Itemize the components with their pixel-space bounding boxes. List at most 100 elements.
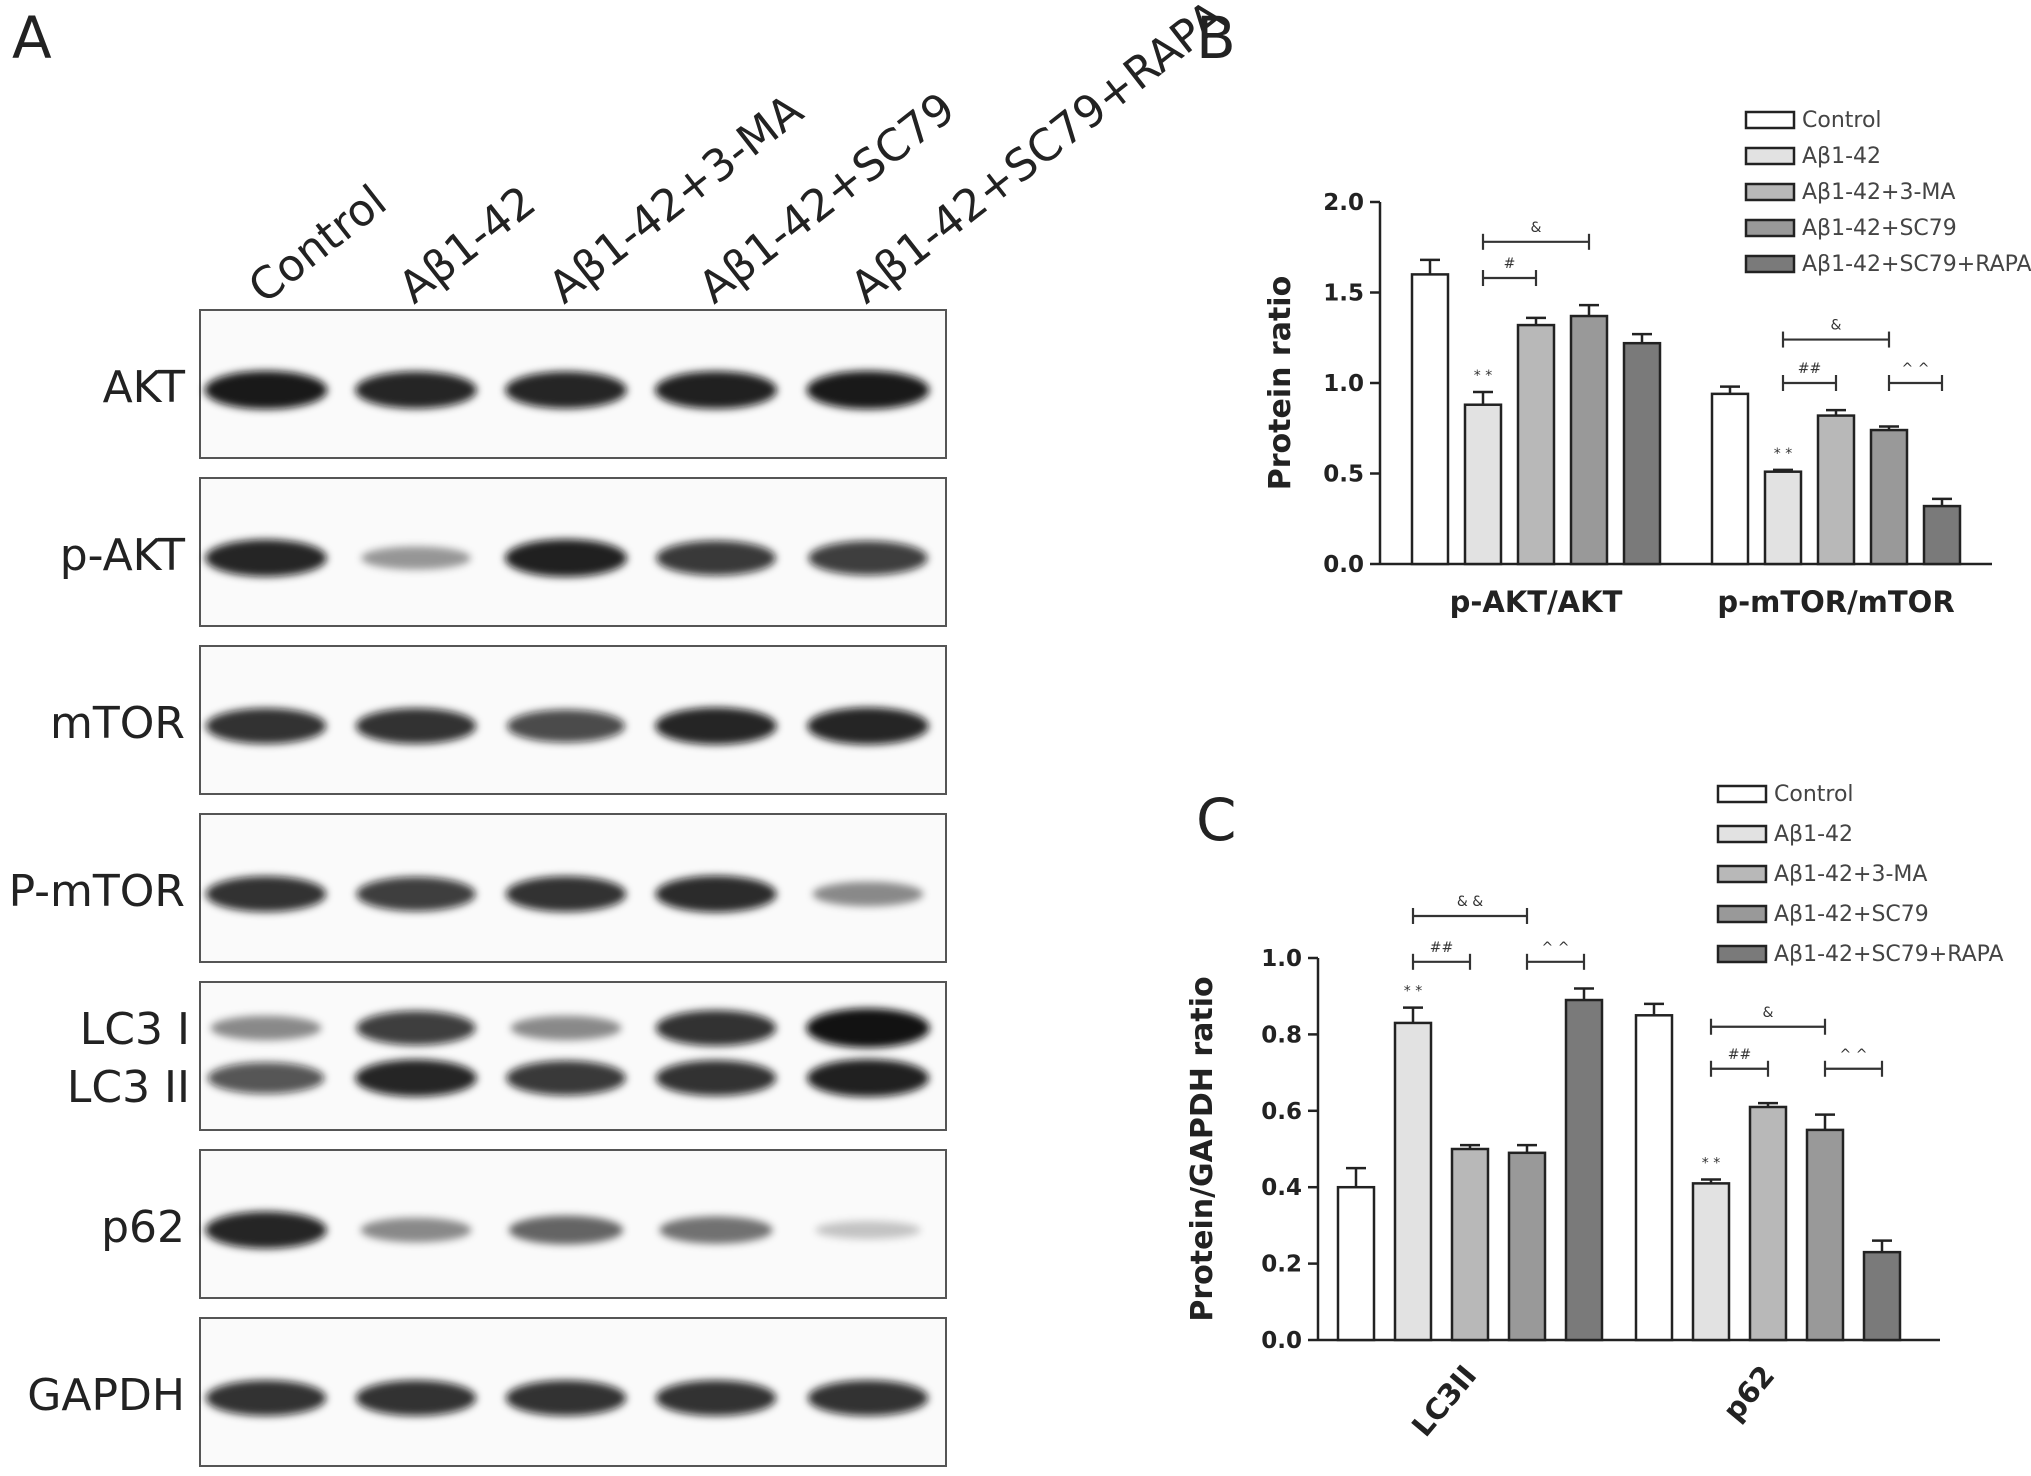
legend-swatch	[1716, 784, 1768, 804]
category-label: p62	[1716, 1359, 1781, 1428]
y-axis-label: Protein ratio	[1263, 276, 1298, 490]
blot-band	[806, 1008, 930, 1048]
bar	[1805, 1128, 1845, 1342]
blot-band	[655, 875, 777, 913]
blot-band	[812, 881, 924, 907]
legend-swatch	[1716, 864, 1768, 884]
blot-band	[355, 708, 477, 744]
blot-band	[808, 540, 928, 576]
blot-band	[505, 876, 627, 912]
blot-band	[205, 539, 327, 577]
y-tick-label: 1.0	[1261, 946, 1302, 972]
bar	[1507, 1151, 1547, 1342]
bar	[1410, 273, 1450, 566]
significance-mark: &	[1831, 318, 1842, 334]
y-tick-label: 1.5	[1323, 281, 1364, 307]
legend-entry: Control	[1774, 782, 1854, 807]
blot-band	[507, 709, 625, 743]
blot-band	[655, 1060, 777, 1096]
significance-mark: ##	[1728, 1047, 1751, 1063]
blot-box	[199, 981, 947, 1131]
legend-entry: Aβ1-42+3-MA	[1774, 862, 1927, 887]
blot-band	[655, 1010, 777, 1046]
panel-letter-a: A	[12, 4, 52, 72]
legend-swatch	[1744, 182, 1796, 202]
blot-band	[360, 1217, 472, 1243]
blot-band	[355, 1380, 477, 1416]
bar-chart-c: 0.0 0.2 0.4 0.6 0.8 1.0 Protein/GAPDH ratio LC3…	[1185, 782, 2004, 1443]
y-tick-label: 0.4	[1261, 1175, 1302, 1201]
bar-chart-b: 0.0 0.5 1.0 1.5 2.0 Protein ratio p-AKT/AKT p-m…	[1263, 108, 2031, 619]
blot-band	[655, 707, 777, 745]
significance-mark: * *	[1474, 368, 1492, 384]
blot-row-label-bottom: LC3 II	[67, 1062, 190, 1113]
blot-band	[505, 371, 627, 409]
blot-band	[505, 1380, 627, 1416]
legend-entry: Aβ1-42	[1802, 144, 1881, 169]
blot-band	[356, 876, 476, 912]
blot-band	[504, 539, 628, 577]
y-tick-label: 2.0	[1323, 190, 1364, 216]
blot-band	[355, 1059, 477, 1097]
significance-mark: ^ ^	[1542, 940, 1570, 956]
blot-band	[506, 1060, 626, 1096]
bar	[1748, 1105, 1788, 1342]
bar	[1622, 341, 1662, 566]
bar	[1763, 470, 1803, 566]
significance-mark: #	[1504, 256, 1516, 272]
y-tick-label: 0.0	[1323, 552, 1364, 578]
legend-entry: Aβ1-42+SC79+RAPA	[1802, 252, 2031, 277]
y-axis-label: Protein/GAPDH ratio	[1185, 976, 1220, 1321]
blot-band	[204, 370, 328, 410]
blot-band	[210, 1015, 322, 1041]
bar	[1691, 1182, 1731, 1342]
legend-swatch	[1744, 146, 1796, 166]
blot-band	[361, 546, 471, 570]
lane-label: Aβ1-42+SC79	[689, 83, 964, 314]
y-tick-label: 0.8	[1261, 1022, 1302, 1048]
blot-band	[807, 1380, 929, 1416]
panel-letter-b: B	[1196, 4, 1236, 72]
legend-swatch	[1744, 110, 1796, 130]
bar	[1862, 1250, 1902, 1342]
blot-band	[356, 1010, 476, 1046]
blot-band	[355, 371, 477, 409]
blot-band	[655, 1380, 777, 1416]
blot-band	[207, 1062, 325, 1094]
bar	[1869, 428, 1909, 566]
bar	[1922, 504, 1962, 566]
blot-band	[205, 1380, 327, 1416]
category-label: p-mTOR/mTOR	[1717, 585, 1954, 619]
blot-row-label: p62	[101, 1202, 185, 1253]
y-tick-label: 0.6	[1261, 1099, 1302, 1125]
legend-swatch	[1744, 218, 1796, 238]
blot-band	[659, 1216, 773, 1244]
category-label: p-AKT/AKT	[1450, 585, 1623, 619]
legend-swatch	[1716, 904, 1768, 924]
significance-mark: &	[1763, 1005, 1774, 1021]
bar	[1450, 1147, 1490, 1342]
lane-label: Control	[239, 176, 396, 314]
legend-entry: Aβ1-42+SC79+RAPA	[1774, 942, 2004, 967]
category-label: LC3II	[1405, 1359, 1483, 1443]
blot-band	[205, 708, 327, 744]
significance-mark: ##	[1798, 361, 1821, 377]
significance-mark: * *	[1774, 446, 1792, 462]
significance-mark: ^ ^	[1902, 361, 1930, 377]
significance-mark: & &	[1457, 894, 1483, 910]
significance-mark: * *	[1702, 1156, 1720, 1172]
y-tick-label: 0.0	[1261, 1328, 1302, 1354]
bar	[1393, 1021, 1433, 1342]
significance-mark: ##	[1430, 940, 1453, 956]
significance-mark: &	[1531, 220, 1542, 236]
blot-row-label: AKT	[103, 362, 186, 413]
blot-band	[806, 1059, 930, 1097]
legend-entry: Aβ1-42	[1774, 822, 1853, 847]
blot-band	[205, 876, 327, 912]
y-tick-label: 0.5	[1323, 462, 1364, 488]
legend-swatch	[1716, 944, 1768, 964]
y-tick-label: 1.0	[1323, 371, 1364, 397]
legend-entry: Aβ1-42+SC79	[1774, 902, 1929, 927]
legend-entry: Control	[1802, 108, 1882, 133]
